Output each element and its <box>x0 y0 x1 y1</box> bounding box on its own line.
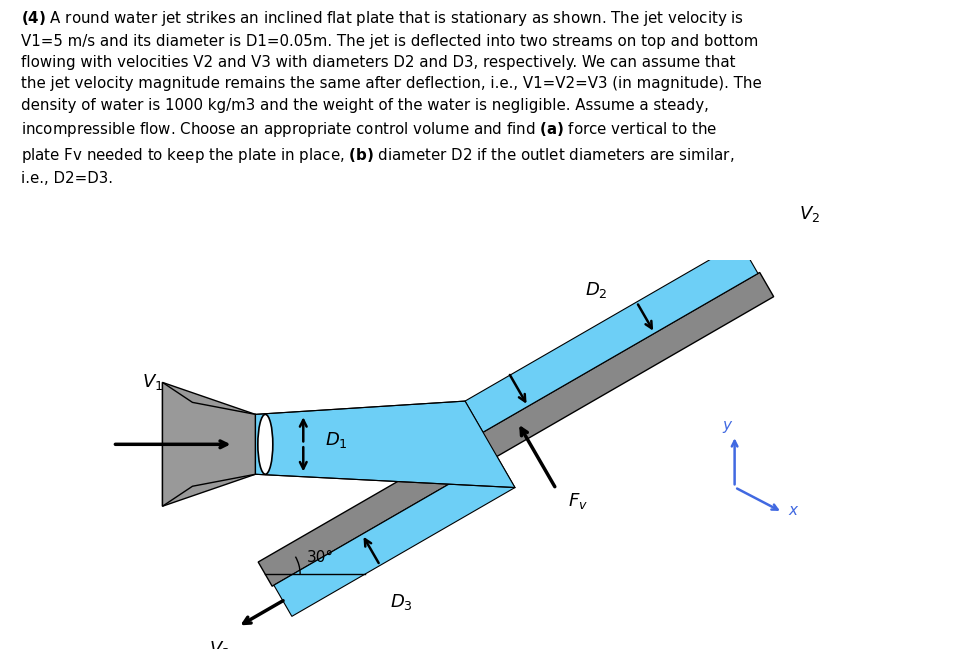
Ellipse shape <box>258 414 273 474</box>
Polygon shape <box>259 273 774 586</box>
Text: $D_2$: $D_2$ <box>585 280 608 300</box>
Text: y: y <box>722 419 731 434</box>
Text: $\mathbf{(4)}$ A round water jet strikes an inclined flat plate that is stationa: $\mathbf{(4)}$ A round water jet strikes… <box>21 8 762 186</box>
Text: 30°: 30° <box>307 550 334 565</box>
Text: $D_3$: $D_3$ <box>390 593 412 613</box>
Polygon shape <box>162 382 256 506</box>
Polygon shape <box>162 382 256 506</box>
Text: $V_1$: $V_1$ <box>142 373 163 393</box>
Polygon shape <box>274 456 515 617</box>
Text: $F_v$: $F_v$ <box>568 491 588 511</box>
Polygon shape <box>465 242 758 432</box>
Text: $D_1$: $D_1$ <box>325 430 348 450</box>
Text: x: x <box>788 503 797 518</box>
Polygon shape <box>256 401 515 487</box>
Text: $V_2$: $V_2$ <box>799 204 820 224</box>
Text: $V_3$: $V_3$ <box>208 639 230 649</box>
